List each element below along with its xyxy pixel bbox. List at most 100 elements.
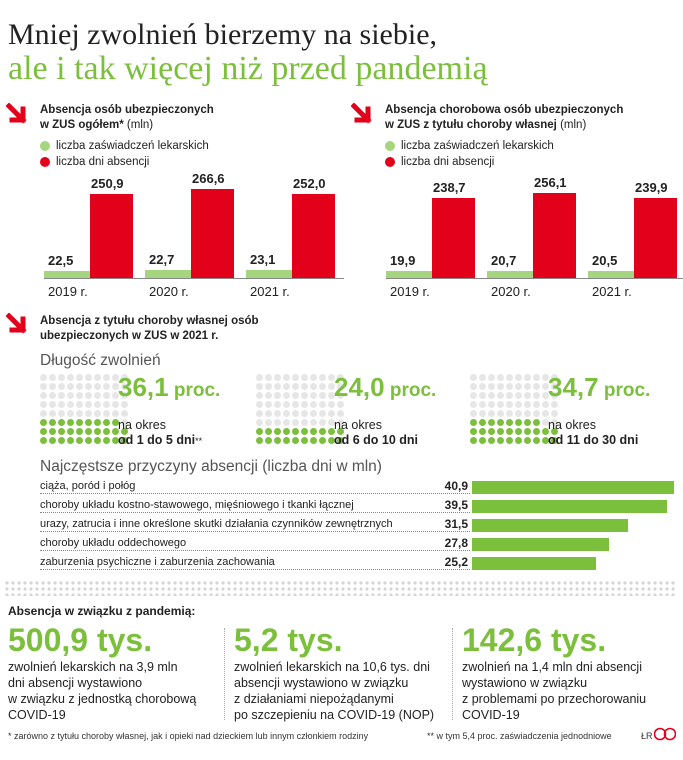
bar-red <box>90 194 133 278</box>
waffle-dot <box>542 383 549 390</box>
waffle-dot <box>533 392 540 399</box>
waffle-grid <box>470 374 558 444</box>
waffle-dot <box>256 410 263 417</box>
waffle-dot <box>533 383 540 390</box>
legend-item-red: liczba dni absencji <box>40 155 209 169</box>
waffle-dot <box>515 383 522 390</box>
waffle-dot <box>103 401 110 408</box>
waffle-dot <box>274 419 281 426</box>
bar-label-red: 238,7 <box>433 180 466 196</box>
waffle-dot <box>506 410 513 417</box>
cause-value: 40,9 <box>444 479 468 493</box>
cause-bar <box>472 557 597 570</box>
leader-line <box>40 569 470 570</box>
waffle-dot <box>292 437 299 444</box>
waffle-dot <box>256 383 263 390</box>
waffle-dot <box>76 428 83 435</box>
waffle-dot <box>310 374 317 381</box>
waffle-dot <box>337 410 344 417</box>
waffle-dot <box>470 401 477 408</box>
waffle-caption: na okres od 11 do 30 dni <box>548 418 639 447</box>
x-axis-line <box>386 278 683 279</box>
divider <box>452 628 453 720</box>
waffle-dot <box>533 428 540 435</box>
waffle-dot <box>76 401 83 408</box>
waffle-dot <box>85 374 92 381</box>
waffle-dot <box>515 392 522 399</box>
waffle-dot <box>85 392 92 399</box>
waffle-dot <box>121 392 128 399</box>
waffle-dot <box>283 437 290 444</box>
waffle-dot <box>542 419 549 426</box>
x-axis-line <box>44 278 344 279</box>
waffle-dot <box>488 410 495 417</box>
cause-bar <box>472 538 610 551</box>
bar-label-green: 19,9 <box>390 253 416 269</box>
waffle-dot <box>319 383 326 390</box>
waffle-dot <box>301 401 308 408</box>
bar-red <box>191 189 234 278</box>
waffle-dot <box>551 437 558 444</box>
waffle-dot <box>479 392 486 399</box>
bar-green <box>44 270 90 278</box>
waffle-dot <box>524 374 531 381</box>
pandemic-value: 500,9 tys. <box>8 622 153 658</box>
waffle-dot <box>49 419 56 426</box>
waffle-dot <box>551 392 558 399</box>
waffle-dot <box>40 419 47 426</box>
waffle-dot <box>488 428 495 435</box>
cause-value: 31,5 <box>444 517 468 531</box>
waffle-dot <box>533 419 540 426</box>
waffle-dot <box>292 419 299 426</box>
waffle-dot <box>40 401 47 408</box>
waffle-dot <box>265 410 272 417</box>
cause-label: urazy, zatrucia i inne określone skutki … <box>40 518 393 530</box>
waffle-dot <box>103 428 110 435</box>
footnote-1: * zarówno z tytułu choroby własnej, jak … <box>8 731 369 741</box>
waffle-dot <box>265 374 272 381</box>
waffle-percent: 34,7 proc. <box>548 372 651 402</box>
waffle-dot <box>58 419 65 426</box>
waffle-dot <box>515 437 522 444</box>
waffle-dot <box>112 401 119 408</box>
x-tick-label: 2020 r. <box>491 284 531 299</box>
waffle-dot <box>337 392 344 399</box>
waffle-dot <box>470 374 477 381</box>
waffle-dot <box>67 392 74 399</box>
headline-line1: Mniej zwolnień bierzemy na siebie, <box>8 18 438 51</box>
bar-label-green: 23,1 <box>250 252 276 268</box>
bar-red <box>432 198 475 278</box>
waffle-dot <box>94 383 101 390</box>
waffle-dot <box>319 437 326 444</box>
waffle-dot <box>328 392 335 399</box>
waffle-percent: 24,0 proc. <box>334 372 437 402</box>
waffle-dot <box>301 374 308 381</box>
bar-label-green: 22,7 <box>149 252 175 268</box>
chart1-legend: liczba zaświadczeń lekarskich liczba dni… <box>40 139 209 169</box>
waffle-dot <box>283 392 290 399</box>
waffle-dot <box>337 383 344 390</box>
waffle-dot <box>551 410 558 417</box>
waffle-dot <box>524 383 531 390</box>
waffle-dot <box>328 410 335 417</box>
waffle-caption: na okres od 6 do 10 dni <box>334 418 419 447</box>
legend-item-green: liczba zaświadczeń lekarskich <box>40 139 209 153</box>
waffle-dot <box>533 374 540 381</box>
waffle-dot <box>506 419 513 426</box>
waffle-dot <box>506 392 513 399</box>
waffle-dot <box>49 374 56 381</box>
waffle-dot <box>310 410 317 417</box>
waffle-dot <box>479 410 486 417</box>
waffle-dot <box>85 428 92 435</box>
waffle-dot <box>524 392 531 399</box>
waffle-dot <box>497 392 504 399</box>
headline-line2: ale i tak więcej niż przed pandemią <box>8 50 488 87</box>
waffle-dot <box>337 428 344 435</box>
waffle-dot <box>542 410 549 417</box>
waffle-dot <box>328 419 335 426</box>
waffle-dot <box>524 410 531 417</box>
bar-label-red: 252,0 <box>293 176 326 191</box>
waffle-dot <box>497 374 504 381</box>
waffle-dot <box>292 383 299 390</box>
waffle-dot <box>497 410 504 417</box>
